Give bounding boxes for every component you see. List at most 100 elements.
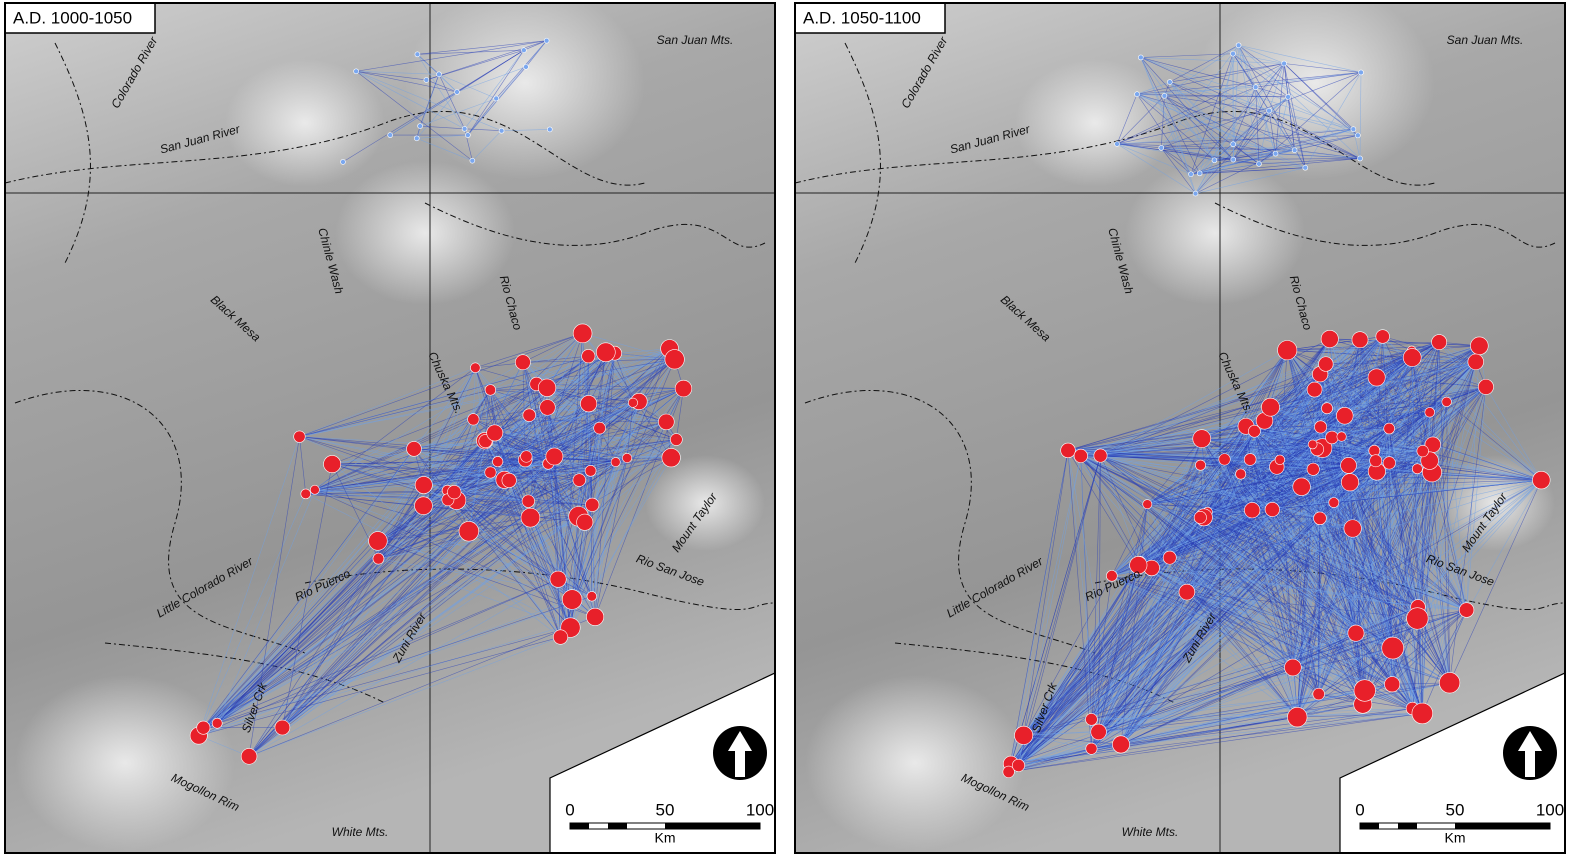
network-edge <box>1116 143 1192 175</box>
site <box>1274 454 1286 465</box>
site <box>1314 420 1328 434</box>
network-edge <box>198 578 559 736</box>
network-edge <box>1270 406 1423 452</box>
network-edge <box>1272 509 1467 611</box>
site <box>1285 94 1291 100</box>
network-edge <box>1161 147 1234 160</box>
network-edge <box>1023 450 1069 736</box>
network-edge <box>1319 518 1450 683</box>
network-edge <box>1161 45 1239 149</box>
network-edge <box>198 596 592 736</box>
network-edge <box>1199 160 1215 174</box>
network-edge <box>1353 129 1361 159</box>
network-edge <box>198 479 505 736</box>
network-edges <box>198 40 684 757</box>
network-edge <box>1233 159 1260 165</box>
network-edge <box>1320 426 1390 429</box>
network-edge <box>203 479 505 728</box>
site <box>1347 624 1365 642</box>
network-edge <box>1388 462 1419 607</box>
network-edge <box>1164 95 1260 165</box>
network-edge <box>1186 386 1487 593</box>
network-edge <box>299 436 529 502</box>
network-edge <box>1067 425 1247 451</box>
network-edge <box>473 367 476 420</box>
network-edge <box>1080 455 1139 566</box>
network-edge <box>1100 415 1345 456</box>
site <box>1328 497 1340 508</box>
network-edge <box>1359 72 1362 159</box>
network-edge <box>594 457 628 617</box>
network-edge <box>1329 338 1390 429</box>
site <box>1272 150 1279 157</box>
network-edge <box>1258 153 1276 165</box>
network-edge <box>1272 509 1294 668</box>
site <box>1441 396 1452 407</box>
network-edge <box>1388 428 1419 607</box>
network-edge <box>1067 438 1202 451</box>
network-edge <box>1138 459 1225 566</box>
site <box>293 430 306 443</box>
network-edge <box>556 359 675 459</box>
network-edge <box>1375 341 1440 461</box>
network-edge <box>1136 94 1192 175</box>
network-edge <box>1233 96 1289 160</box>
network-edge <box>423 333 583 506</box>
network-edge <box>484 359 675 441</box>
site <box>1188 171 1194 177</box>
highland <box>805 675 1025 851</box>
network-edge <box>1120 479 1542 745</box>
site <box>1325 430 1339 445</box>
scale-segment <box>1360 823 1379 829</box>
site <box>1336 407 1354 425</box>
network-edge <box>524 459 561 638</box>
network-edge <box>523 40 547 51</box>
network-edge <box>588 359 675 404</box>
site <box>1369 454 1383 468</box>
title-box <box>4 2 156 34</box>
network-edge <box>464 128 502 132</box>
site <box>522 408 536 422</box>
network-edge <box>494 401 640 434</box>
network-edge <box>1091 455 1101 749</box>
network-edge <box>456 49 525 93</box>
network-edge <box>1091 618 1418 749</box>
network-edge <box>413 448 592 597</box>
network-edge <box>1252 468 1314 511</box>
network-edge <box>1091 517 1205 749</box>
network-edge <box>1389 462 1450 683</box>
network-edge <box>1254 430 1542 481</box>
site <box>1306 381 1323 398</box>
network-edge <box>599 427 616 463</box>
network-edge <box>1120 504 1148 745</box>
network-edge <box>1147 438 1202 505</box>
network-edge <box>1207 459 1251 513</box>
network-edge <box>1023 731 1099 736</box>
network-edge <box>314 427 600 491</box>
network-edge <box>198 436 300 736</box>
site <box>1114 141 1120 147</box>
network-edge <box>203 491 455 728</box>
network-edge <box>1080 336 1383 457</box>
site <box>1357 155 1363 162</box>
network-edge <box>571 401 640 600</box>
network-edge <box>426 79 458 93</box>
site <box>1375 329 1390 344</box>
network-edge <box>305 456 527 495</box>
network-edge <box>1100 420 1265 456</box>
network-edge <box>1138 564 1419 608</box>
network-edge <box>1190 53 1234 175</box>
site <box>580 395 598 413</box>
network-edge <box>1111 575 1467 611</box>
network-edge <box>1023 509 1273 736</box>
network-edge <box>438 74 458 93</box>
network-edge <box>571 439 677 600</box>
network-edge <box>1067 450 1298 718</box>
network-edge <box>1008 713 1423 773</box>
network-edge <box>1067 450 1413 709</box>
network-edge <box>494 432 628 459</box>
network-edge <box>1200 336 1383 518</box>
network-edge <box>1201 438 1205 518</box>
network-edge <box>332 463 449 501</box>
network-edge <box>198 735 250 757</box>
